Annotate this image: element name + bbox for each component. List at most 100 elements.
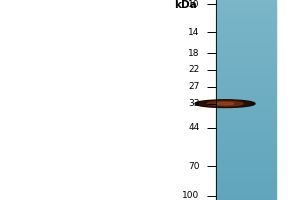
Bar xyxy=(216,173,276,175)
Bar xyxy=(216,152,276,153)
Bar xyxy=(216,38,276,40)
Bar xyxy=(216,48,276,50)
Bar xyxy=(216,137,276,138)
Bar xyxy=(216,148,276,150)
Bar xyxy=(216,87,276,88)
Bar xyxy=(216,130,276,132)
Bar xyxy=(216,158,276,160)
Bar xyxy=(216,17,276,18)
Bar xyxy=(216,123,276,125)
Bar xyxy=(216,125,276,127)
Bar xyxy=(216,72,276,73)
Text: 100: 100 xyxy=(182,191,200,200)
Bar xyxy=(216,27,276,28)
Bar xyxy=(216,25,276,27)
Text: 10: 10 xyxy=(188,0,200,9)
Bar xyxy=(216,100,276,102)
Bar xyxy=(216,110,276,112)
Text: 18: 18 xyxy=(188,49,200,58)
Bar xyxy=(216,157,276,158)
Bar xyxy=(216,160,276,162)
Bar xyxy=(216,135,276,137)
Text: 22: 22 xyxy=(188,65,200,74)
Bar xyxy=(216,197,276,198)
Bar xyxy=(216,3,276,5)
Bar xyxy=(216,28,276,30)
Bar xyxy=(216,177,276,178)
Bar xyxy=(216,43,276,45)
Bar xyxy=(216,5,276,7)
Bar xyxy=(216,13,276,15)
Bar xyxy=(216,60,276,62)
Bar xyxy=(216,117,276,118)
Bar xyxy=(216,8,276,10)
Bar xyxy=(216,103,276,105)
Bar xyxy=(216,92,276,93)
Bar xyxy=(216,182,276,183)
Text: kDa: kDa xyxy=(174,0,196,10)
Bar xyxy=(216,57,276,58)
Bar xyxy=(216,155,276,157)
Bar xyxy=(216,73,276,75)
Bar xyxy=(216,112,276,113)
Text: 70: 70 xyxy=(188,162,200,171)
Bar xyxy=(216,68,276,70)
Bar xyxy=(216,108,276,110)
Bar xyxy=(216,198,276,200)
Bar xyxy=(216,30,276,32)
Bar xyxy=(216,32,276,33)
Bar xyxy=(216,170,276,172)
Bar xyxy=(216,35,276,37)
Bar xyxy=(216,40,276,42)
Bar xyxy=(216,118,276,120)
Bar xyxy=(216,178,276,180)
Bar xyxy=(216,193,276,195)
Bar xyxy=(216,187,276,188)
Bar xyxy=(216,0,276,2)
Ellipse shape xyxy=(200,100,250,107)
Bar xyxy=(216,143,276,145)
Text: 44: 44 xyxy=(188,123,200,132)
Bar xyxy=(216,22,276,23)
Bar xyxy=(216,167,276,168)
Bar xyxy=(216,65,276,67)
Ellipse shape xyxy=(207,101,243,106)
Bar xyxy=(216,113,276,115)
Bar xyxy=(216,102,276,103)
Bar xyxy=(216,67,276,68)
Bar xyxy=(216,52,276,53)
Bar xyxy=(216,147,276,148)
Text: 14: 14 xyxy=(188,28,200,37)
Bar xyxy=(216,192,276,193)
Ellipse shape xyxy=(216,103,234,105)
Bar xyxy=(216,107,276,108)
Bar xyxy=(216,12,276,13)
Bar xyxy=(216,75,276,77)
Bar xyxy=(216,138,276,140)
Text: 27: 27 xyxy=(188,82,200,91)
Ellipse shape xyxy=(195,100,255,107)
Bar xyxy=(216,83,276,85)
Bar xyxy=(216,70,276,72)
Bar xyxy=(216,33,276,35)
Bar xyxy=(216,120,276,122)
Bar xyxy=(216,53,276,55)
Bar xyxy=(216,78,276,80)
Bar xyxy=(216,93,276,95)
Bar xyxy=(216,10,276,12)
Bar xyxy=(216,15,276,17)
Bar xyxy=(216,190,276,192)
Bar xyxy=(216,185,276,187)
Bar xyxy=(216,62,276,63)
Bar xyxy=(216,23,276,25)
Bar xyxy=(216,37,276,38)
Bar xyxy=(216,82,276,83)
Bar xyxy=(216,88,276,90)
Bar xyxy=(216,165,276,167)
Bar xyxy=(216,175,276,177)
Bar xyxy=(216,105,276,107)
Bar xyxy=(216,180,276,182)
Bar xyxy=(216,168,276,170)
Bar xyxy=(216,145,276,147)
Bar xyxy=(216,50,276,52)
